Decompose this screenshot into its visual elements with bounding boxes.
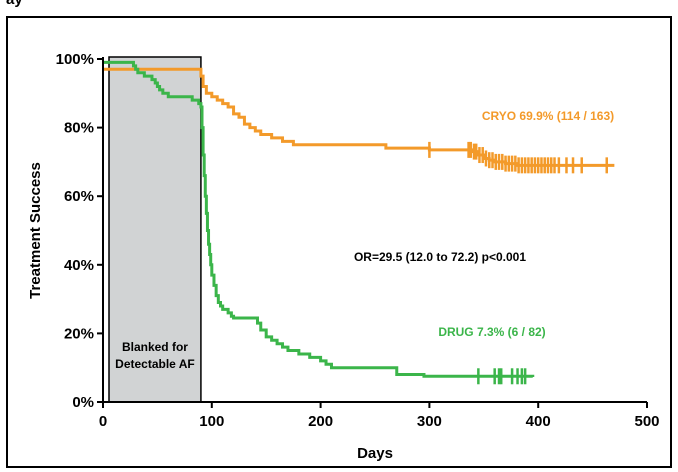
y-axis-title: Treatment Success bbox=[27, 162, 44, 299]
cryo-series-label: CRYO 69.9% (114 / 163) bbox=[482, 109, 614, 123]
x-tick-label: 200 bbox=[308, 413, 333, 430]
y-tick-label: 40% bbox=[64, 257, 94, 274]
y-tick-label: 60% bbox=[64, 188, 94, 205]
odds-ratio-annotation: OR=29.5 (12.0 to 72.2) p<0.001 bbox=[354, 250, 526, 264]
x-axis-title: Days bbox=[357, 445, 393, 462]
series-layer: CRYO 69.9% (114 / 163) DRUG 7.3% (6 / 82) bbox=[103, 60, 615, 385]
drug-survival-line bbox=[103, 60, 535, 378]
x-tick-label: 300 bbox=[417, 413, 442, 430]
y-tick-label: 80% bbox=[64, 120, 94, 137]
y-tick-label: 20% bbox=[64, 325, 94, 342]
drug-series-label: DRUG 7.3% (6 / 82) bbox=[438, 325, 545, 339]
blanking-period-box bbox=[108, 56, 202, 403]
clipped-heading: ay bbox=[6, 0, 23, 8]
blanking-period-region: Blanked for Detectable AF bbox=[108, 56, 202, 403]
y-tick-label: 100% bbox=[56, 51, 94, 68]
x-tick-label: 100 bbox=[199, 413, 224, 430]
blanking-label-line1: Blanked for bbox=[122, 340, 188, 354]
blanking-label-line2: Detectable AF bbox=[115, 357, 195, 371]
x-tick-label: 0 bbox=[99, 413, 107, 430]
y-tick-label: 0% bbox=[72, 394, 94, 411]
axes: 0% 20% 40% 60% 80% 100% 0 100 200 300 400 500 bbox=[56, 51, 660, 430]
x-tick-label: 400 bbox=[526, 413, 551, 430]
x-tick-label: 500 bbox=[634, 413, 659, 430]
